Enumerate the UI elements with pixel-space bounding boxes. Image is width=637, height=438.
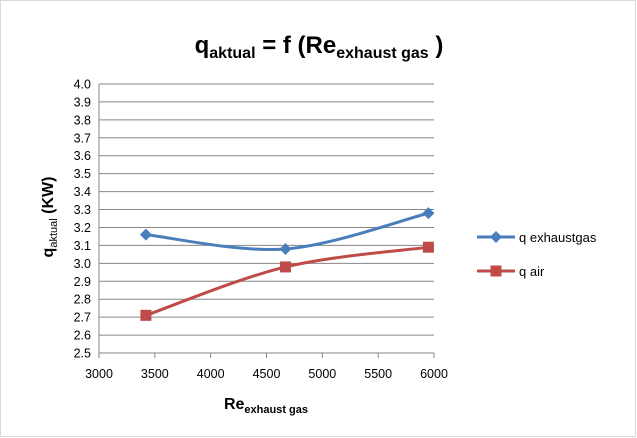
plot-area [99,84,434,353]
x-tick-label: 3500 [141,367,169,381]
y-tick-label: 3.1 [74,239,91,253]
data-point-square [279,261,291,273]
x-tick-label: 5000 [308,367,336,381]
y-tick-label: 3.4 [74,185,91,199]
data-point-diamond [279,242,292,255]
y-tick-label: 2.9 [74,275,91,289]
y-tick-label: 3.3 [74,203,91,217]
plot-background [99,84,434,353]
y-tick-label: 2.8 [74,293,91,307]
gridlines [99,83,434,354]
y-tick-label: 3.7 [74,131,91,145]
axes [98,84,435,358]
x-tick-labels: 3000 3500 4000 4500 5000 5500 6000 [85,367,448,381]
x-axis-title: Reexhaust gas [224,396,308,416]
legend: q exhaustgas q air [477,230,597,279]
x-tick-label: 5500 [364,367,392,381]
x-tick-label: 6000 [420,367,448,381]
data-point-square [140,309,152,321]
x-tick-label: 3000 [85,367,113,381]
y-tick-label: 3.0 [74,257,91,271]
y-tick-labels: 2.5 2.6 2.7 2.8 2.9 3.0 3.1 3.2 3.3 3.4 3.5 3.6 3.7 3… [74,78,91,361]
y-tick-label: 2.6 [74,329,91,343]
legend-label: q air [519,264,545,279]
data-point-diamond [139,228,152,241]
x-tick-label: 4000 [197,367,225,381]
y-tick-label: 2.5 [74,347,91,361]
x-tick-label: 4500 [253,367,281,381]
legend-label: q exhaustgas [519,230,597,245]
y-axis-title: qaktual (KW) [40,177,60,258]
chart-title: qaktual = f (Reexhaust gas ) [195,32,444,62]
data-point-diamond [422,207,435,220]
y-tick-label: 3.5 [74,167,91,181]
y-tick-label: 2.7 [74,311,91,325]
y-tick-label: 3.6 [74,149,91,163]
y-tick-label: 4.0 [74,78,91,92]
y-tick-label: 3.8 [74,113,91,127]
legend-marker-0 [490,231,502,243]
series-layer [139,207,435,321]
y-tick-label: 3.2 [74,221,91,235]
data-point-square [422,241,434,253]
legend-marker-1 [490,265,502,277]
y-tick-label: 3.9 [74,95,91,109]
